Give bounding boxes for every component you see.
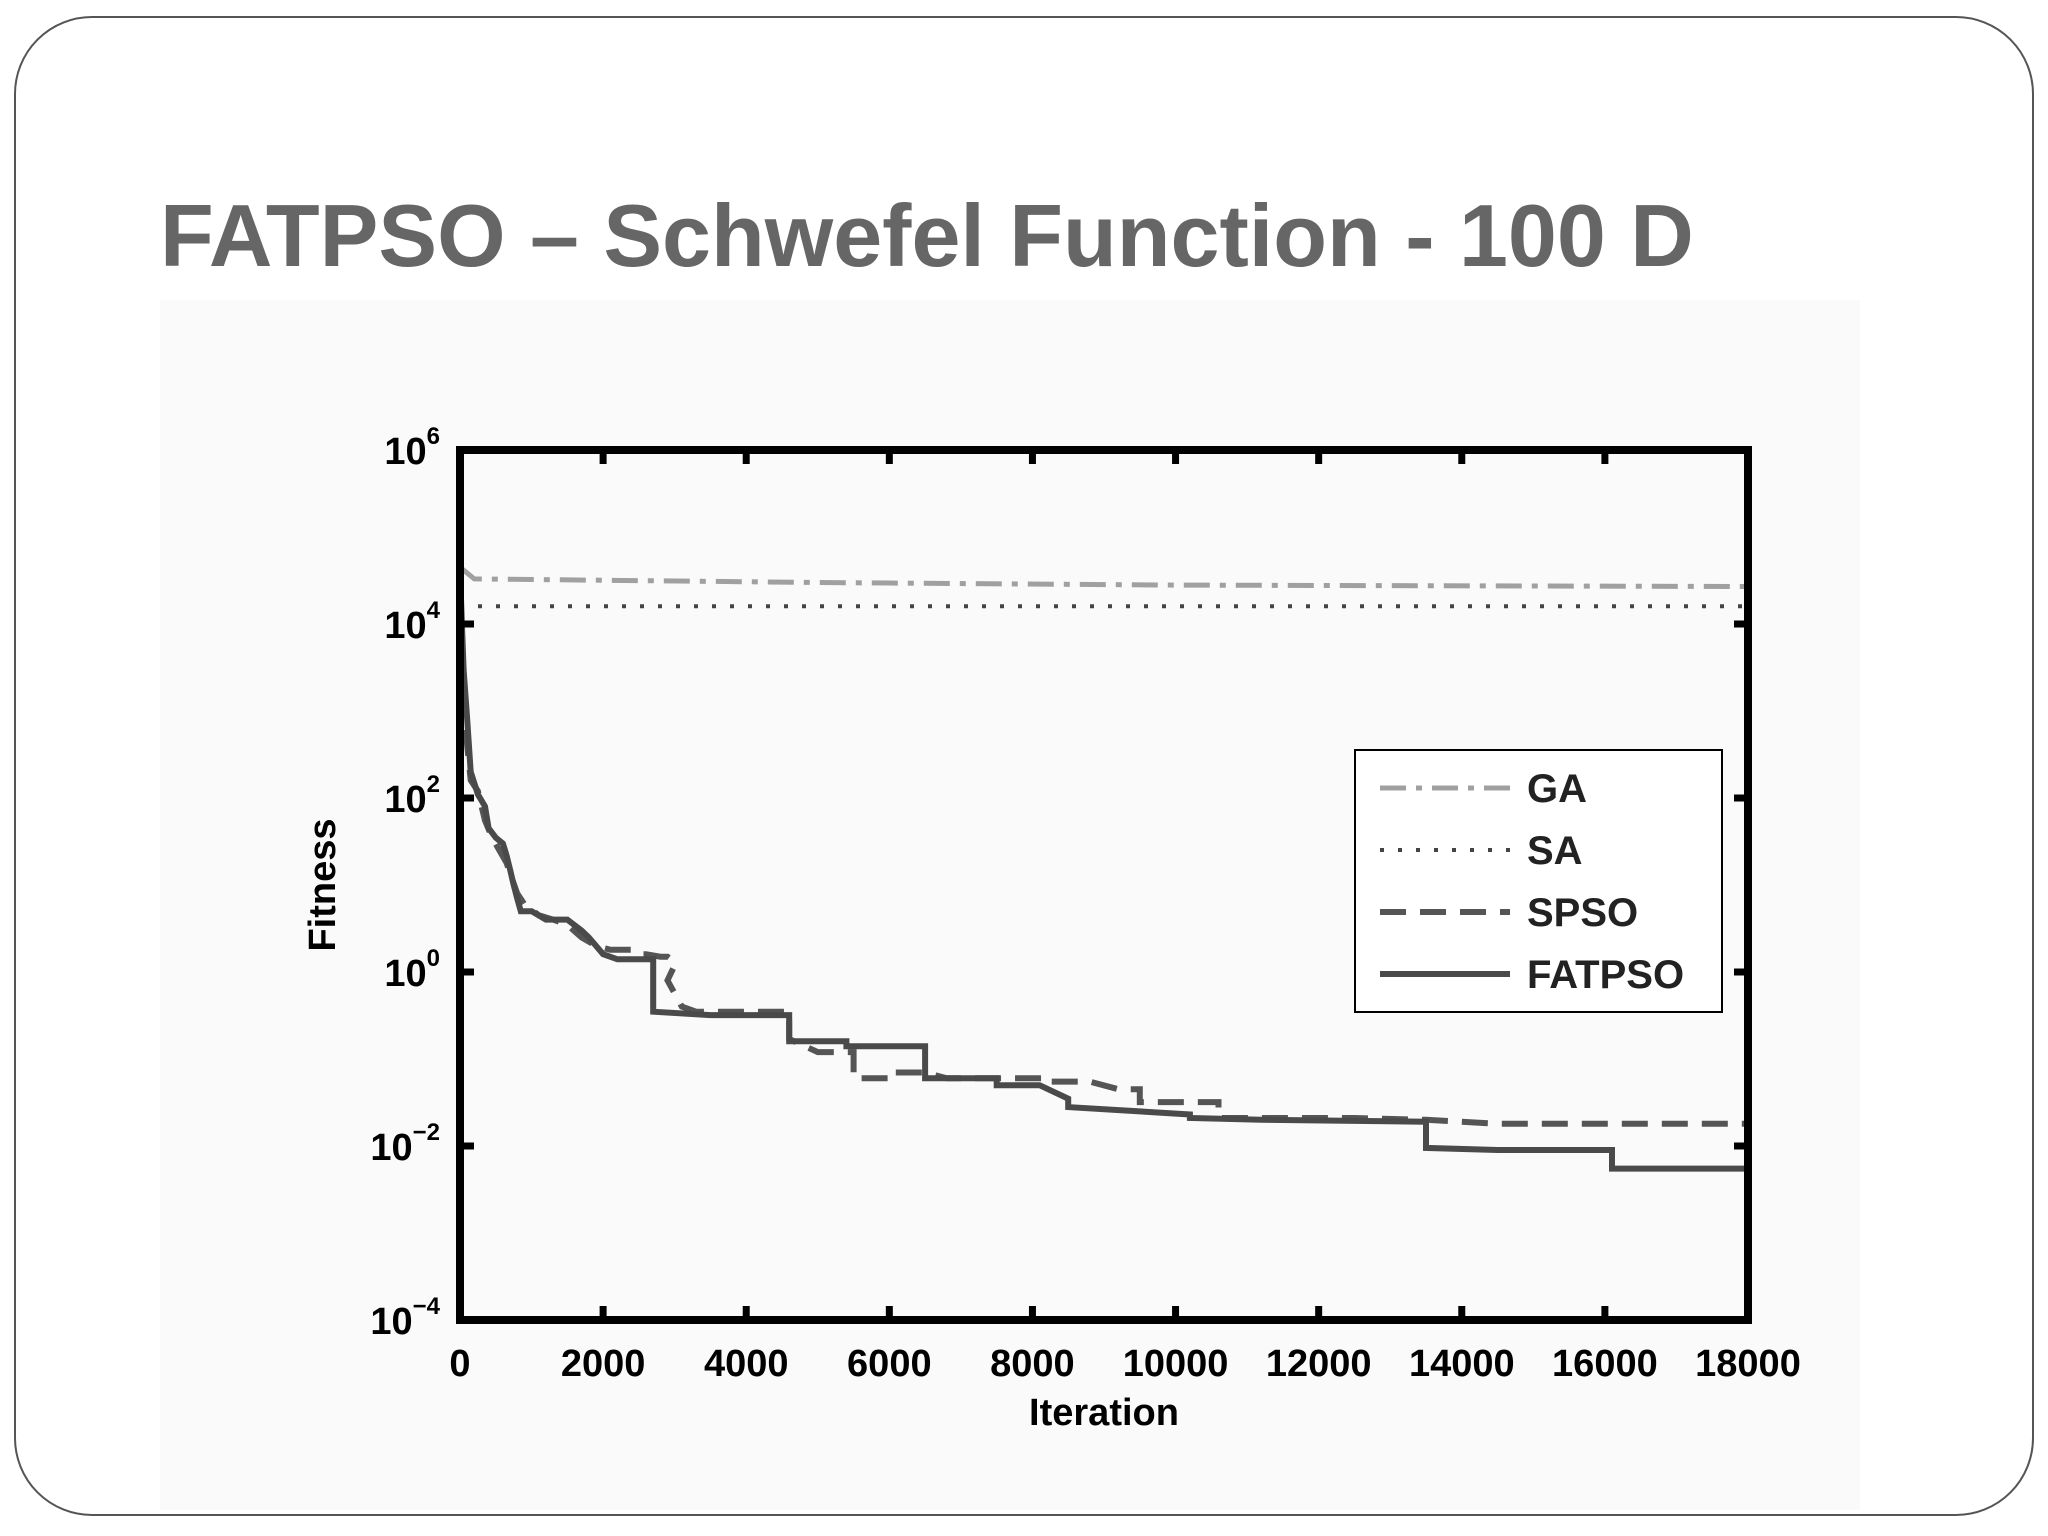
- legend-box: [1354, 749, 1723, 1013]
- y-axis-title: Fitness: [302, 818, 344, 951]
- legend-label-spso: SPSO: [1527, 891, 1638, 935]
- series-layer: [457, 565, 1751, 1172]
- legend-label-fatpso: FATPSO: [1527, 953, 1684, 997]
- series-line-fatpso: [457, 571, 1748, 1172]
- x-tick-label: 8000: [990, 1343, 1075, 1385]
- series-line-ga: [458, 565, 1749, 589]
- legend-label-sa: SA: [1527, 829, 1583, 873]
- x-tick-label: 16000: [1552, 1343, 1658, 1385]
- slide-title: FATPSO – Schwefel Function - 100 D: [160, 186, 1694, 285]
- chart-legend: GA SA SPSO FATPSO: [1354, 749, 1723, 1013]
- series-line-spso: [457, 649, 1751, 1146]
- x-tick-label: 18000: [1695, 1343, 1801, 1385]
- x-tick-label: 14000: [1409, 1343, 1515, 1385]
- x-axis-title: Iteration: [1029, 1392, 1179, 1434]
- x-tick-label: 0: [449, 1343, 470, 1385]
- x-tick-label: 12000: [1266, 1343, 1372, 1385]
- x-tick-label: 6000: [847, 1343, 932, 1385]
- legend-label-ga: GA: [1527, 767, 1587, 811]
- x-tick-label: 10000: [1123, 1343, 1229, 1385]
- plot-frame: [456, 446, 1752, 1324]
- y-tick-label: 102: [384, 771, 440, 821]
- y-tick-label: 10−4: [370, 1293, 440, 1343]
- y-tick-label: 104: [384, 597, 440, 647]
- ticks-layer: 0 2000 4000 6000 8000 10000 12000 14000 16000 180…: [370, 423, 1800, 1385]
- y-tick-label: 106: [384, 423, 440, 473]
- x-tick-label: 2000: [561, 1343, 646, 1385]
- y-tick-label: 10−2: [370, 1119, 440, 1169]
- x-tick-label: 4000: [704, 1343, 789, 1385]
- y-tick-label: 100: [384, 945, 440, 995]
